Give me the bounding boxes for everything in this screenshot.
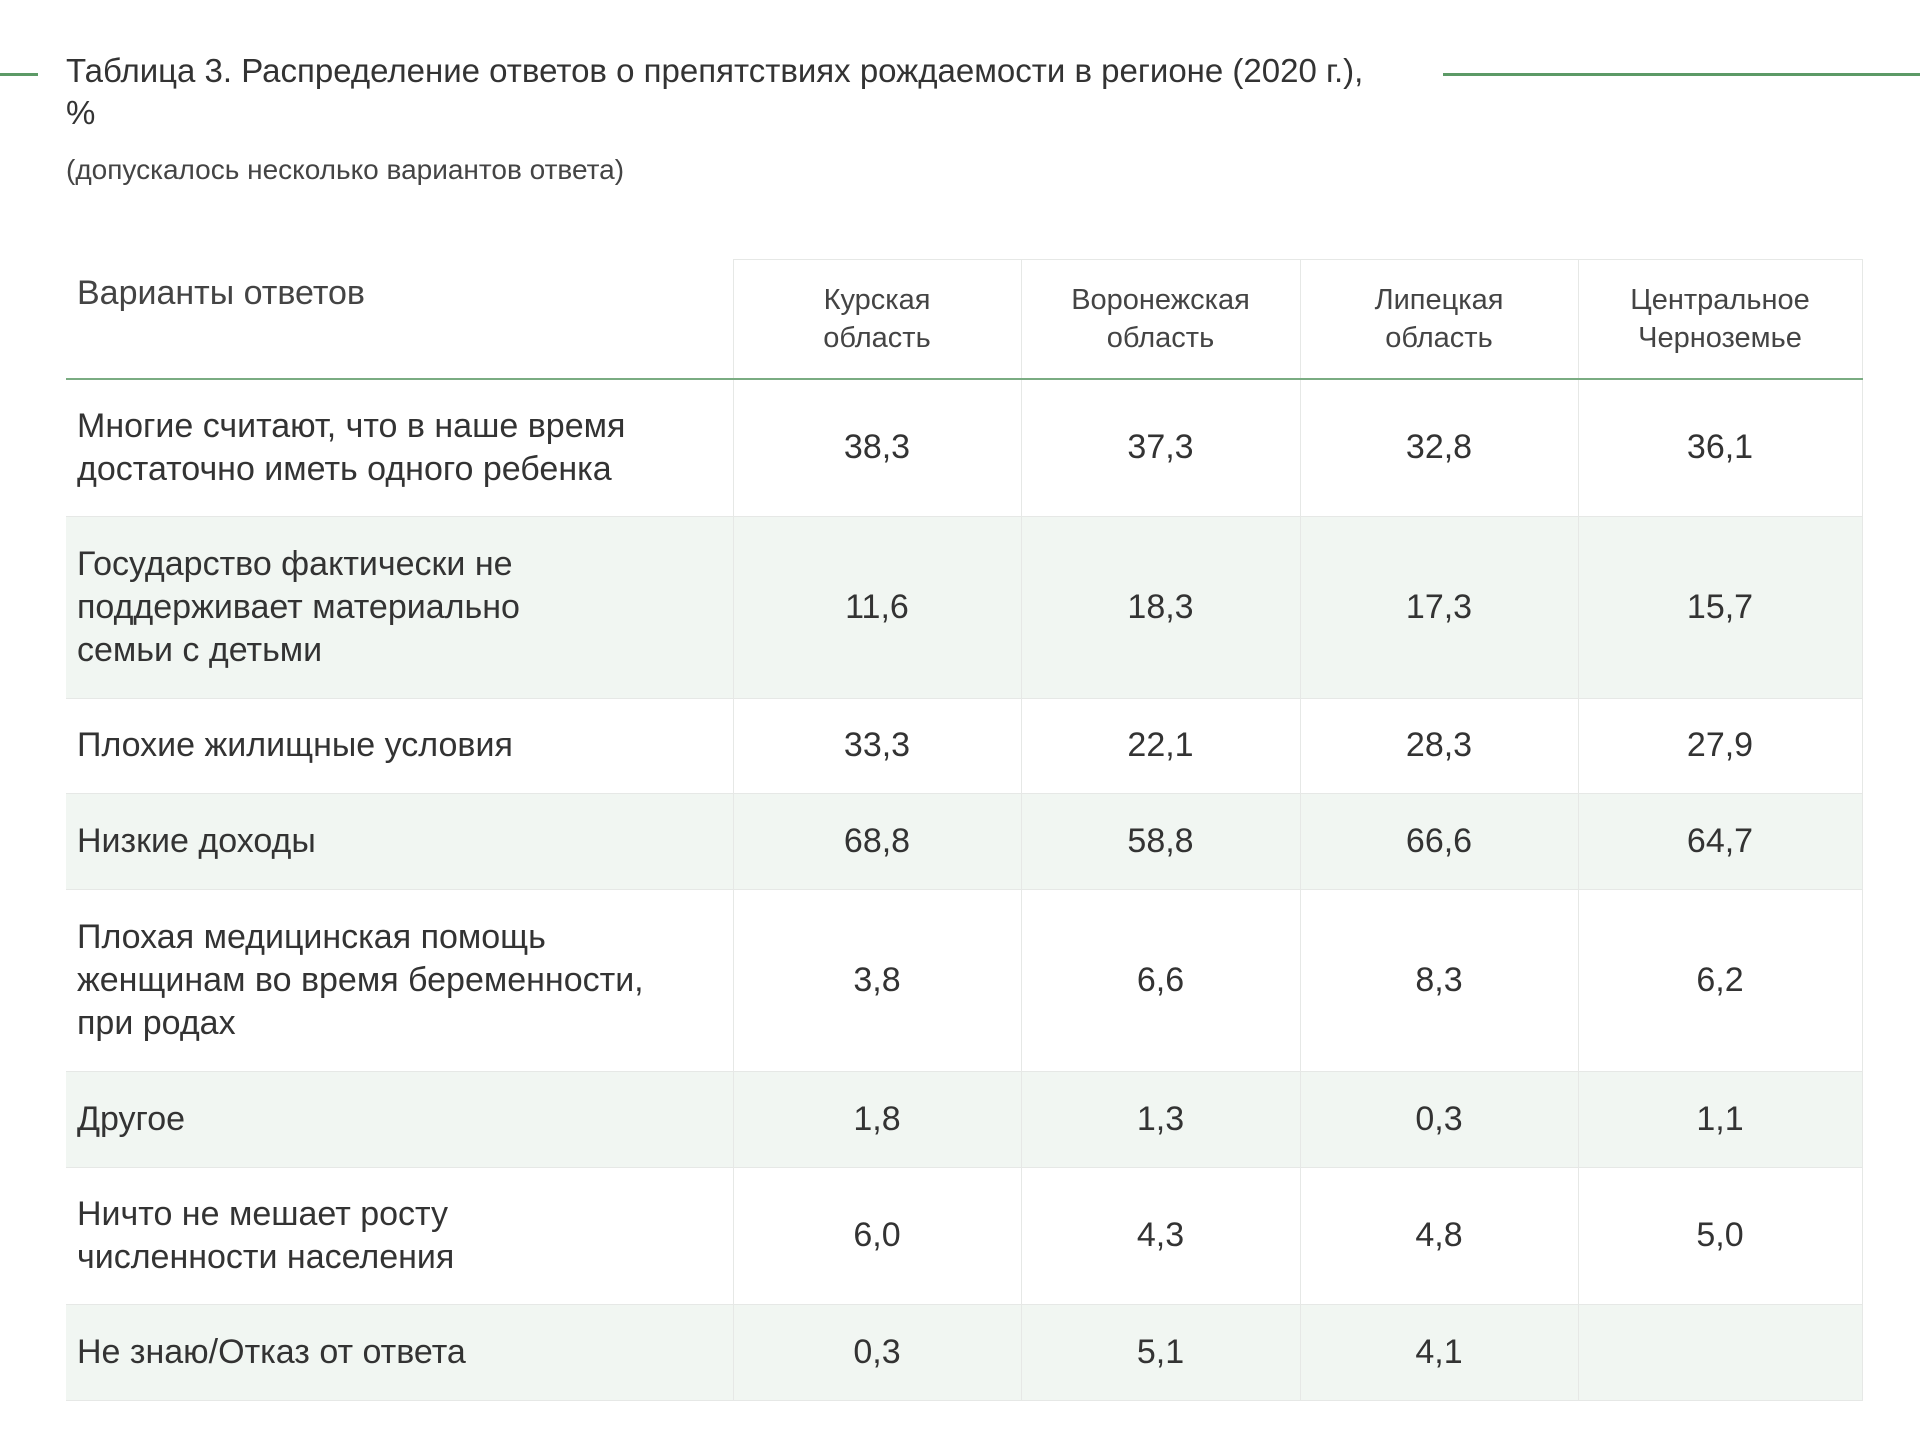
cell-lipetsk: 32,8 bbox=[1299, 378, 1579, 517]
cell-lipetsk: 0,3 bbox=[1299, 1070, 1579, 1168]
cell-lipetsk: 4,1 bbox=[1299, 1303, 1579, 1401]
row-label: Многие считают, что в наше время достато… bbox=[66, 378, 734, 517]
header-voronezh: Воронежская область bbox=[1020, 259, 1301, 380]
cell-voronezh: 5,1 bbox=[1020, 1303, 1301, 1401]
cell-central: 1,1 bbox=[1577, 1070, 1863, 1168]
cell-voronezh: 37,3 bbox=[1020, 378, 1301, 517]
cell-kursk: 6,0 bbox=[732, 1166, 1022, 1305]
cell-lipetsk: 8,3 bbox=[1299, 888, 1579, 1072]
cell-kursk: 38,3 bbox=[732, 378, 1022, 517]
table-subtitle: (допускалось несколько вариантов ответа) bbox=[66, 154, 625, 185]
row-label: Другое bbox=[66, 1070, 734, 1168]
table-row: Плохие жилищные условия 33,3 22,1 28,3 2… bbox=[66, 697, 1863, 794]
header-kursk: Курская область bbox=[732, 259, 1022, 380]
cell-lipetsk: 28,3 bbox=[1299, 697, 1579, 794]
table-row: Многие считают, что в наше время достато… bbox=[66, 378, 1863, 517]
cell-central: 36,1 bbox=[1577, 378, 1863, 517]
cell-central: 15,7 bbox=[1577, 515, 1863, 699]
cell-voronezh: 1,3 bbox=[1020, 1070, 1301, 1168]
cell-central: 27,9 bbox=[1577, 697, 1863, 794]
row-label: Не знаю/Отказ от ответа bbox=[66, 1303, 734, 1401]
header-answers: Варианты ответов bbox=[66, 259, 734, 380]
cell-lipetsk: 17,3 bbox=[1299, 515, 1579, 699]
header-central-text: Центральное Черноземье bbox=[1630, 283, 1810, 354]
header-lipetsk: Липецкая область bbox=[1299, 259, 1579, 380]
cell-kursk: 68,8 bbox=[732, 792, 1022, 890]
cell-kursk: 33,3 bbox=[732, 697, 1022, 794]
data-table: Варианты ответов Курская область Воронеж… bbox=[66, 259, 1863, 1401]
header-lipetsk-text: Липецкая область bbox=[1374, 283, 1504, 354]
cell-lipetsk: 66,6 bbox=[1299, 792, 1579, 890]
cell-voronezh: 4,3 bbox=[1020, 1166, 1301, 1305]
row-label: Ничто не мешает росту численности населе… bbox=[66, 1166, 734, 1305]
cell-voronezh: 22,1 bbox=[1020, 697, 1301, 794]
header-central: Центральное Черноземье bbox=[1577, 259, 1863, 380]
table-title: Таблица 3. Распределение ответов о препя… bbox=[66, 52, 1364, 131]
table-row: Низкие доходы 68,8 58,8 66,6 64,7 bbox=[66, 792, 1863, 890]
row-label: Плохие жилищные условия bbox=[66, 697, 734, 794]
table-row: Не знаю/Отказ от ответа 0,3 5,1 4,1 bbox=[66, 1303, 1863, 1401]
cell-central: 64,7 bbox=[1577, 792, 1863, 890]
table-row: Другое 1,8 1,3 0,3 1,1 bbox=[66, 1070, 1863, 1168]
table-row: Государство фактически не поддерживает м… bbox=[66, 515, 1863, 699]
title-rule-left bbox=[0, 73, 38, 76]
cell-voronezh: 6,6 bbox=[1020, 888, 1301, 1072]
cell-kursk: 11,6 bbox=[732, 515, 1022, 699]
row-label: Низкие доходы bbox=[66, 792, 734, 890]
cell-central bbox=[1577, 1303, 1863, 1401]
cell-voronezh: 18,3 bbox=[1020, 515, 1301, 699]
table-row: Плохая медицинская помощь женщинам во вр… bbox=[66, 888, 1863, 1072]
cell-voronezh: 58,8 bbox=[1020, 792, 1301, 890]
cell-central: 6,2 bbox=[1577, 888, 1863, 1072]
cell-kursk: 3,8 bbox=[732, 888, 1022, 1072]
header-kursk-text: Курская область bbox=[823, 283, 931, 354]
cell-kursk: 0,3 bbox=[732, 1303, 1022, 1401]
row-label: Государство фактически не поддерживает м… bbox=[66, 515, 734, 699]
table-row: Ничто не мешает росту численности населе… bbox=[66, 1166, 1863, 1305]
cell-kursk: 1,8 bbox=[732, 1070, 1022, 1168]
title-rule-right bbox=[1443, 73, 1920, 76]
header-voronezh-text: Воронежская область bbox=[1071, 283, 1250, 354]
cell-lipetsk: 4,8 bbox=[1299, 1166, 1579, 1305]
row-label: Плохая медицинская помощь женщинам во вр… bbox=[66, 888, 734, 1072]
table-header-row: Варианты ответов Курская область Воронеж… bbox=[66, 259, 1863, 380]
cell-central: 5,0 bbox=[1577, 1166, 1863, 1305]
